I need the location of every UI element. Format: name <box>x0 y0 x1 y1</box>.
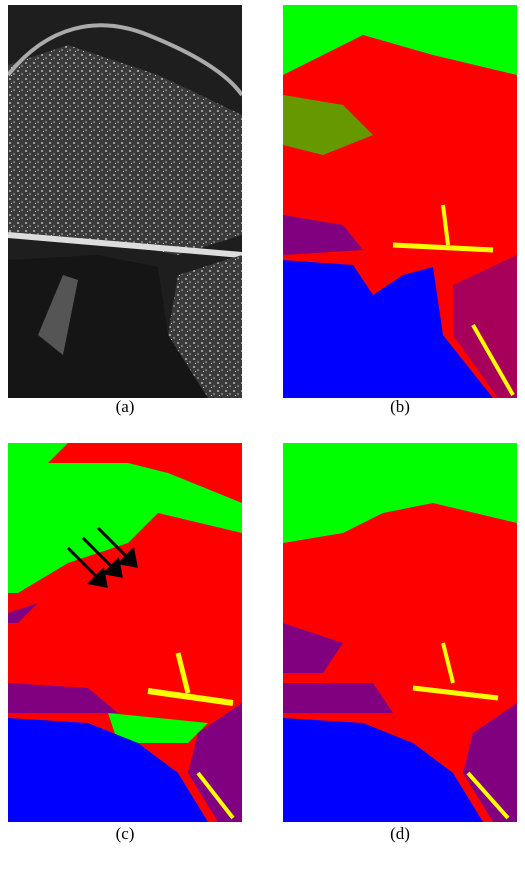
classification-map <box>8 443 242 822</box>
classification-map <box>283 5 517 398</box>
classification-map <box>283 443 517 822</box>
satellite-image <box>8 5 242 398</box>
figure: (a) (b) (c) (d) <box>0 0 525 872</box>
caption: (c) <box>95 824 155 844</box>
caption: (a) <box>95 397 155 417</box>
caption: (b) <box>370 397 430 417</box>
caption: (d) <box>370 824 430 844</box>
